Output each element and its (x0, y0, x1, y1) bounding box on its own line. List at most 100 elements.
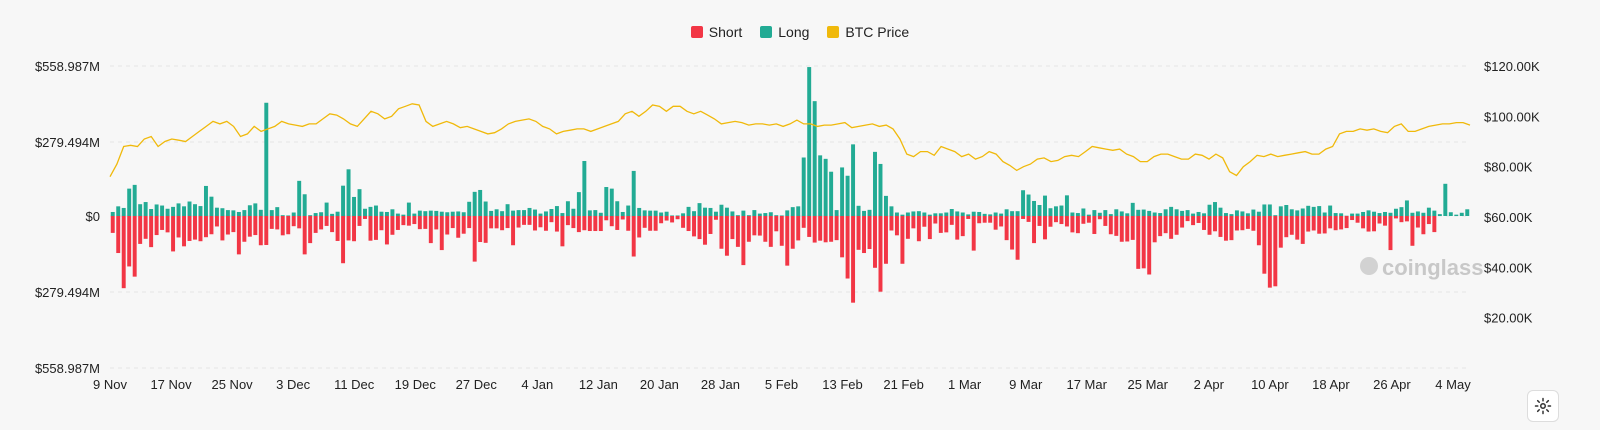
long-bar (193, 204, 197, 216)
price-swatch (827, 26, 840, 38)
short-bar (1108, 216, 1113, 235)
long-bar (626, 205, 631, 216)
short-bar (1322, 216, 1327, 234)
short-bar (626, 216, 631, 231)
long-bar (121, 207, 126, 216)
long-bar (308, 215, 313, 216)
long-bar (796, 206, 801, 216)
short-bar (368, 216, 373, 241)
x-axis-tick: 25 Mar (1128, 377, 1169, 392)
short-bar (209, 216, 214, 235)
short-bar (297, 216, 302, 229)
long-bar (927, 214, 932, 216)
long-bar (494, 209, 499, 216)
long-bar (724, 207, 729, 216)
long-bar (593, 210, 598, 216)
long-bar (324, 202, 329, 216)
short-bar (587, 216, 592, 232)
long-bar (439, 211, 444, 216)
long-bar (922, 212, 927, 216)
short-bar (1256, 216, 1261, 246)
long-bar (302, 194, 307, 216)
short-bar (615, 216, 620, 230)
short-bar (1278, 216, 1283, 248)
legend-item-price[interactable]: BTC Price (827, 24, 909, 40)
short-bar (779, 216, 784, 246)
long-bar (774, 215, 779, 216)
long-bar (428, 210, 433, 216)
long-bar (1372, 211, 1377, 216)
short-bar (390, 216, 395, 235)
long-bar (1163, 209, 1168, 216)
long-bar (363, 208, 367, 216)
short-bar (1213, 216, 1217, 232)
legend-item-short[interactable]: Short (690, 24, 742, 40)
long-bar (1383, 211, 1387, 216)
long-bar (1103, 210, 1108, 216)
long-bar (1130, 202, 1135, 216)
short-bar (1388, 216, 1393, 251)
legend-item-long[interactable]: Long (760, 24, 809, 40)
long-bar (1361, 211, 1366, 216)
short-bar (664, 216, 669, 221)
short-bar (258, 216, 263, 246)
right-axis-tick: $120.00K (1484, 59, 1540, 74)
short-bar (1015, 216, 1020, 260)
long-bar (894, 212, 899, 216)
short-bar (999, 216, 1004, 227)
long-bar (472, 191, 477, 216)
short-bar (1086, 216, 1091, 223)
short-bar (494, 216, 499, 229)
settings-button[interactable] (1527, 390, 1559, 422)
x-axis-tick: 9 Nov (93, 377, 127, 392)
long-bar (637, 207, 642, 216)
long-bar (258, 209, 263, 216)
long-bar (966, 214, 971, 216)
long-bar (1289, 209, 1294, 216)
short-bar (719, 216, 724, 249)
short-bar (862, 216, 867, 254)
long-bar (231, 210, 236, 216)
short-bar (1114, 216, 1119, 236)
long-bar (883, 195, 888, 216)
long-bar (752, 210, 757, 216)
short-bar (214, 216, 219, 227)
short-bar (1366, 216, 1371, 232)
long-bar (1443, 183, 1448, 216)
short-bar (308, 216, 313, 244)
long-bar (823, 158, 828, 216)
x-axis-tick: 2 Apr (1194, 377, 1225, 392)
left-axis-tick: $558.987M (35, 361, 100, 376)
long-bar (1037, 204, 1042, 216)
long-bar (1339, 213, 1344, 216)
x-axis-tick: 10 Apr (1251, 377, 1289, 392)
short-bar (412, 216, 417, 225)
short-bar (1377, 216, 1382, 224)
short-bar (576, 216, 581, 233)
long-bar (1284, 204, 1289, 216)
short-bar (330, 216, 335, 233)
long-bar (417, 210, 422, 216)
long-bar (275, 207, 280, 216)
x-axis-tick: 13 Feb (822, 377, 862, 392)
long-bar (735, 215, 740, 216)
long-bar (1169, 206, 1174, 216)
long-bar (697, 203, 702, 216)
long-bar (297, 180, 302, 216)
short-bar (1218, 216, 1223, 237)
short-bar (450, 216, 455, 229)
long-bar (505, 204, 510, 216)
long-bar (165, 208, 170, 216)
long-bar (670, 215, 675, 216)
short-bar (763, 216, 768, 242)
long-bar (971, 211, 976, 216)
long-bar (1108, 214, 1113, 216)
long-bar (330, 213, 335, 216)
long-bar (335, 211, 340, 216)
short-bar (1043, 216, 1047, 240)
short-bar (1339, 216, 1344, 230)
short-bar (1415, 216, 1420, 228)
short-bar (571, 216, 576, 229)
short-bar (609, 216, 614, 227)
